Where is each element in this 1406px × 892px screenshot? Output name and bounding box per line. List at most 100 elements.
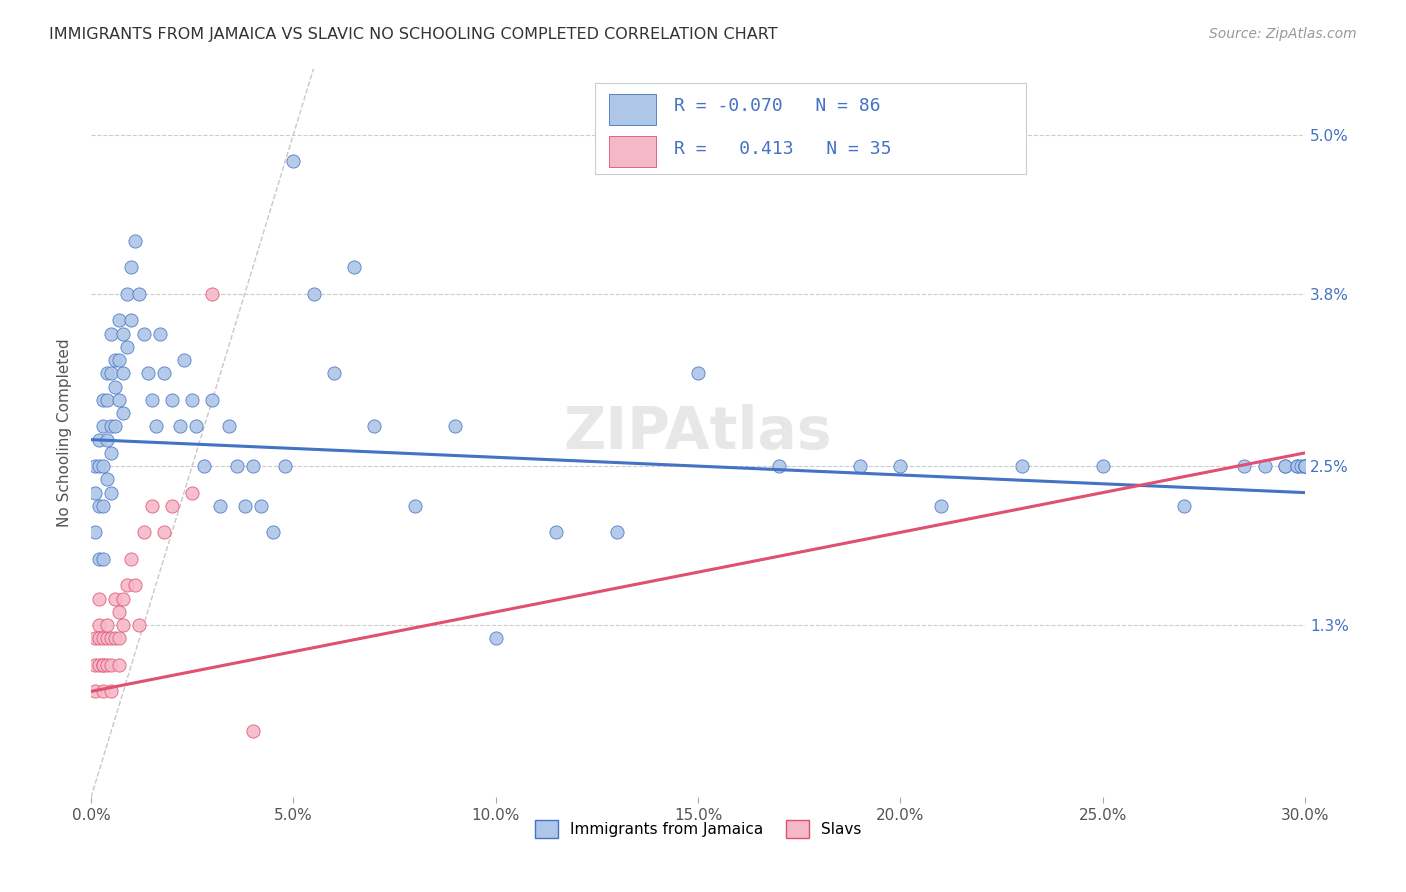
Point [283, 154, 305, 169]
Point [152, 367, 174, 381]
Point [160, 392, 183, 407]
Point [225, 459, 247, 474]
Point [91, 552, 114, 566]
Point [120, 260, 142, 275]
Point [91, 419, 114, 434]
Point [136, 367, 159, 381]
Point [104, 632, 127, 646]
Point [84, 632, 107, 646]
Point [1274, 459, 1296, 474]
Point [160, 499, 183, 513]
Point [145, 419, 167, 434]
Point [262, 525, 284, 540]
Point [201, 392, 224, 407]
Point [96, 472, 118, 486]
Point [363, 419, 385, 434]
Point [91, 459, 114, 474]
Point [181, 485, 204, 500]
Point [87, 459, 110, 474]
Point [100, 657, 122, 672]
Point [1253, 459, 1275, 474]
Point [169, 419, 191, 434]
Text: ZIPAtlas: ZIPAtlas [564, 404, 832, 461]
Point [100, 367, 122, 381]
Point [444, 419, 467, 434]
Point [1294, 459, 1316, 474]
Point [100, 419, 122, 434]
Point [96, 392, 118, 407]
Point [404, 499, 426, 513]
Point [112, 367, 135, 381]
Point [242, 724, 264, 739]
Y-axis label: No Schooling Completed: No Schooling Completed [58, 339, 72, 527]
Point [128, 286, 150, 301]
Point [201, 286, 224, 301]
Point [485, 632, 508, 646]
Point [87, 657, 110, 672]
Point [96, 367, 118, 381]
Point [84, 485, 107, 500]
Point [117, 286, 139, 301]
Point [91, 657, 114, 672]
Point [233, 499, 256, 513]
Point [100, 632, 122, 646]
Point [108, 657, 131, 672]
Point [173, 353, 195, 368]
Text: R = -0.070   N = 86: R = -0.070 N = 86 [673, 97, 880, 115]
Legend: Immigrants from Jamaica, Slavs: Immigrants from Jamaica, Slavs [529, 814, 868, 845]
Point [91, 657, 114, 672]
Point [100, 326, 122, 341]
Point [100, 684, 122, 698]
Point [100, 446, 122, 460]
Point [96, 618, 118, 632]
Point [108, 313, 131, 327]
Point [242, 459, 264, 474]
Point [889, 459, 911, 474]
Point [120, 552, 142, 566]
Point [117, 340, 139, 354]
Point [84, 657, 107, 672]
Point [149, 326, 172, 341]
Point [606, 525, 628, 540]
Point [128, 618, 150, 632]
Point [120, 313, 142, 327]
Point [87, 632, 110, 646]
Point [87, 552, 110, 566]
Point [91, 392, 114, 407]
Point [108, 392, 131, 407]
Bar [609, 95, 655, 125]
Point [91, 684, 114, 698]
Point [112, 326, 135, 341]
Point [1294, 459, 1316, 474]
Point [181, 392, 204, 407]
Point [1091, 459, 1114, 474]
Point [84, 525, 107, 540]
Point [322, 367, 344, 381]
Point [112, 406, 135, 420]
Point [100, 485, 122, 500]
Point [1233, 459, 1256, 474]
Point [546, 525, 568, 540]
Bar [609, 136, 655, 167]
Text: IMMIGRANTS FROM JAMAICA VS SLAVIC NO SCHOOLING COMPLETED CORRELATION CHART: IMMIGRANTS FROM JAMAICA VS SLAVIC NO SCH… [49, 27, 778, 42]
Point [104, 591, 127, 606]
Point [104, 419, 127, 434]
Point [96, 657, 118, 672]
Point [132, 525, 155, 540]
Text: R =   0.413   N = 35: R = 0.413 N = 35 [673, 140, 891, 158]
Point [141, 499, 163, 513]
Point [87, 433, 110, 447]
Point [112, 618, 135, 632]
Point [186, 419, 208, 434]
Point [108, 632, 131, 646]
Point [1294, 459, 1316, 474]
Point [132, 326, 155, 341]
Point [209, 499, 232, 513]
Point [1285, 459, 1308, 474]
Point [1173, 499, 1195, 513]
Point [104, 379, 127, 393]
Point [84, 459, 107, 474]
Point [1294, 459, 1316, 474]
Point [686, 367, 709, 381]
Point [108, 605, 131, 619]
